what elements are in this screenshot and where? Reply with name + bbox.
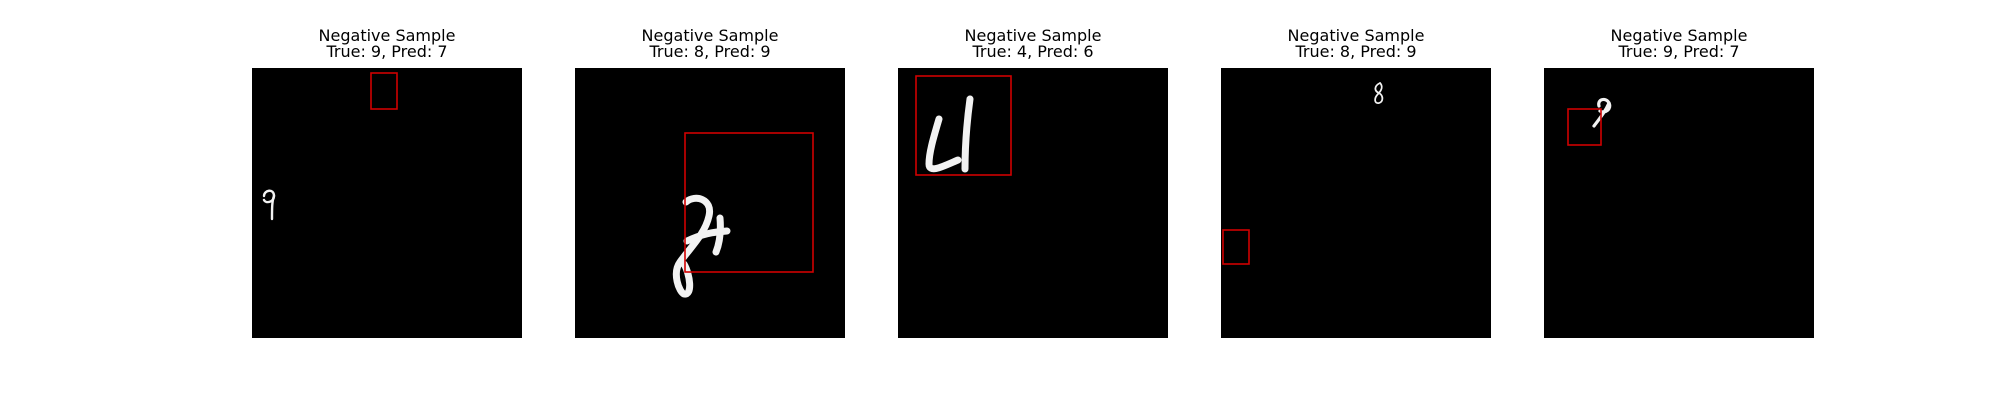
- sample-image-svg: [575, 68, 845, 338]
- true-pred-label: True: 9, Pred: 7: [326, 42, 448, 61]
- prediction-box: [370, 72, 398, 110]
- sample-type-label: Negative Sample: [641, 26, 779, 45]
- prediction-box: [1567, 108, 1602, 146]
- sample-panel-1: Negative Sample True: 9, Pred: 7: [252, 28, 522, 340]
- true-pred-label: True: 8, Pred: 9: [1295, 42, 1417, 61]
- sample-image: [1544, 68, 1814, 338]
- sample-image: [252, 68, 522, 338]
- handwritten-digit-9-icon: [1592, 97, 1612, 128]
- panel-title: Negative Sample True: 9, Pred: 7: [1544, 28, 1814, 60]
- sample-image: [898, 68, 1168, 338]
- sample-image-svg: [1221, 68, 1491, 338]
- sample-panel-2: Negative Sample True: 8, Pred: 9: [575, 28, 845, 340]
- panel-title: Negative Sample True: 8, Pred: 9: [575, 28, 845, 60]
- handwritten-digit-9-icon: [262, 189, 276, 221]
- true-pred-label: True: 9, Pred: 7: [1618, 42, 1740, 61]
- handwritten-digit-8-icon: [672, 194, 731, 298]
- sample-type-label: Negative Sample: [1287, 26, 1425, 45]
- sample-image-svg: [1544, 68, 1814, 338]
- handwritten-digit-4-icon: [925, 95, 974, 173]
- panel-title: Negative Sample True: 9, Pred: 7: [252, 28, 522, 60]
- sample-panel-3: Negative Sample True: 4, Pred: 6: [898, 28, 1168, 340]
- sample-image: [1221, 68, 1491, 338]
- prediction-box: [915, 75, 1012, 176]
- handwritten-digit-8-icon: [1374, 82, 1384, 104]
- sample-image: [575, 68, 845, 338]
- sample-type-label: Negative Sample: [1610, 26, 1748, 45]
- sample-panel-5: Negative Sample True: 9, Pred: 7: [1544, 28, 1814, 340]
- panel-title: Negative Sample True: 8, Pred: 9: [1221, 28, 1491, 60]
- sample-image-svg: [252, 68, 522, 338]
- prediction-box: [684, 132, 814, 273]
- sample-panel-4: Negative Sample True: 8, Pred: 9: [1221, 28, 1491, 340]
- prediction-box: [1222, 229, 1250, 265]
- sample-type-label: Negative Sample: [318, 26, 456, 45]
- panel-title: Negative Sample True: 4, Pred: 6: [898, 28, 1168, 60]
- true-pred-label: True: 4, Pred: 6: [972, 42, 1094, 61]
- sample-image-svg: [898, 68, 1168, 338]
- sample-type-label: Negative Sample: [964, 26, 1102, 45]
- true-pred-label: True: 8, Pred: 9: [649, 42, 771, 61]
